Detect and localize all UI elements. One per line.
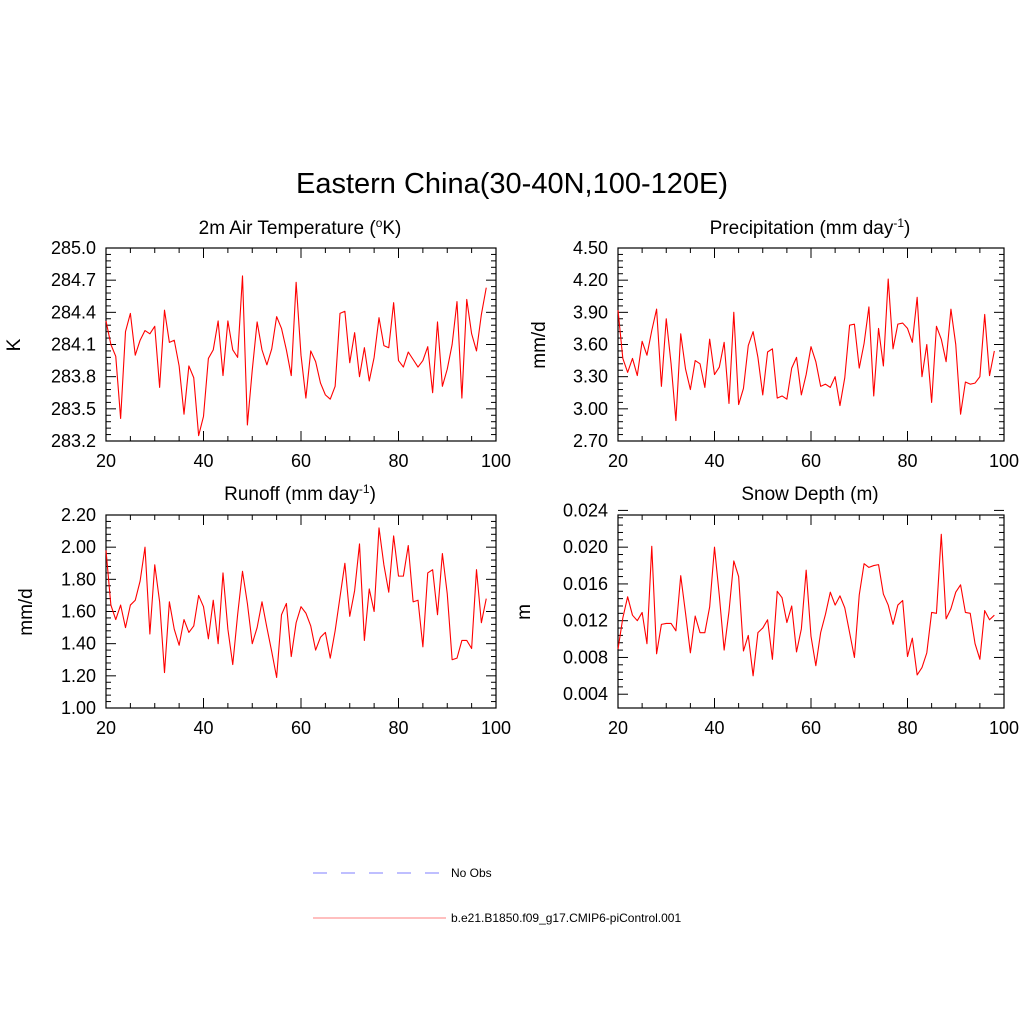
temp-plot-frame <box>105 247 497 442</box>
precip-x-tick-label: 60 <box>801 451 821 471</box>
runoff-series-line <box>105 527 487 678</box>
runoff-y-label: mm/d <box>16 588 37 636</box>
temp-y-tick-label: 285.0 <box>51 238 96 258</box>
precip-series-line <box>617 278 995 422</box>
temp-x-tick-label: 100 <box>481 451 511 471</box>
snow-y-tick-label: 0.012 <box>563 611 608 631</box>
precip-y-tick-label: 3.00 <box>573 399 608 419</box>
figure-title: Eastern China(30-40N,100-120E) <box>296 168 728 200</box>
precip-x-tick-label: 100 <box>989 451 1019 471</box>
runoff-y-tick-label: 1.80 <box>61 569 96 589</box>
snow-y-tick-label: 0.008 <box>563 647 608 667</box>
precip-y-tick-label: 2.70 <box>573 431 608 451</box>
runoff-x-tick-label: 40 <box>193 718 213 738</box>
runoff-y-tick-label: 1.20 <box>61 666 96 686</box>
temp-y-tick-label: 284.1 <box>51 335 96 355</box>
runoff-y-tick-label: 2.00 <box>61 537 96 557</box>
temp-y-tick-label: 284.7 <box>51 270 96 290</box>
temperature-panel: 2m Air Temperature (oK) K 20 40 60 80 100 283… <box>4 216 511 471</box>
legend-no-obs-label: No Obs <box>451 866 492 880</box>
temp-y-tick-label: 283.8 <box>51 367 96 387</box>
snow-x-tick-label: 80 <box>897 718 917 738</box>
precipitation-y-label: mm/d <box>529 321 550 369</box>
precipitation-panel-title: Precipitation (mm day-1) <box>710 216 911 239</box>
temp-x-tick-label: 40 <box>193 451 213 471</box>
temp-series-line <box>105 275 487 437</box>
precipitation-panel: Precipitation (mm day-1) mm/d 20 40 60 80 10… <box>529 216 1019 471</box>
snow-y-tick-label: 0.024 <box>563 500 608 520</box>
temp-y-tick-label: 283.2 <box>51 431 96 451</box>
precip-y-tick-label: 3.90 <box>573 302 608 322</box>
runoff-x-tick-label: 20 <box>96 718 116 738</box>
snow-depth-panel: Snow Depth (m) m 20 40 60 80 100 0.004 0.008 0.… <box>514 484 1019 738</box>
temp-x-tick-label: 20 <box>96 451 116 471</box>
temp-x-tick-label: 60 <box>291 451 311 471</box>
legend: No Obs b.e21.B1850.f09_g17.CMIP6-piContr… <box>313 866 681 925</box>
precip-x-tick-label: 40 <box>704 451 724 471</box>
runoff-panel-title: Runoff (mm day-1) <box>224 482 376 505</box>
legend-model-label: b.e21.B1850.f09_g17.CMIP6-piControl.001 <box>451 911 681 925</box>
snow-depth-y-label: m <box>514 604 535 620</box>
runoff-x-tick-label: 60 <box>291 718 311 738</box>
snow-depth-panel-title: Snow Depth (m) <box>741 484 878 505</box>
precip-y-tick-label: 4.20 <box>573 270 608 290</box>
snow-x-tick-label: 60 <box>801 718 821 738</box>
runoff-y-tick-label: 2.20 <box>61 505 96 525</box>
runoff-panel: Runoff (mm day-1) mm/d 20 40 60 80 100 1.00 1.… <box>16 482 511 738</box>
temp-x-tick-label: 80 <box>388 451 408 471</box>
temp-y-tick-label: 283.5 <box>51 399 96 419</box>
temperature-panel-title: 2m Air Temperature (oK) <box>199 216 402 239</box>
snow-y-tick-label: 0.020 <box>563 537 608 557</box>
precip-y-tick-label: 4.50 <box>573 238 608 258</box>
runoff-x-tick-label: 100 <box>481 718 511 738</box>
snow-x-tick-label: 40 <box>704 718 724 738</box>
precip-x-tick-label: 80 <box>897 451 917 471</box>
precip-x-tick-label: 20 <box>608 451 628 471</box>
runoff-y-tick-label: 1.60 <box>61 602 96 622</box>
snow-x-tick-label: 20 <box>608 718 628 738</box>
snow-y-tick-label: 0.016 <box>563 574 608 594</box>
precip-y-tick-label: 3.30 <box>573 367 608 387</box>
temp-y-tick-label: 284.4 <box>51 302 96 322</box>
snow-x-tick-label: 100 <box>989 718 1019 738</box>
temperature-y-label: K <box>4 338 25 351</box>
runoff-x-tick-label: 80 <box>388 718 408 738</box>
runoff-y-tick-label: 1.00 <box>61 698 96 718</box>
snow-y-tick-label: 0.004 <box>563 684 608 704</box>
runoff-y-tick-label: 1.40 <box>61 634 96 654</box>
snow-series-line <box>617 533 995 677</box>
precip-y-tick-label: 3.60 <box>573 335 608 355</box>
